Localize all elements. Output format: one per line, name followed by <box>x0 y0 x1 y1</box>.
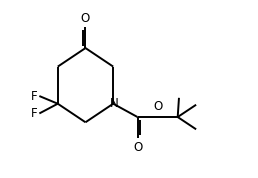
Text: O: O <box>81 12 90 25</box>
Text: F: F <box>31 107 38 120</box>
Text: O: O <box>154 100 163 113</box>
Text: F: F <box>31 90 38 103</box>
Text: O: O <box>133 141 142 154</box>
Text: N: N <box>110 97 118 110</box>
